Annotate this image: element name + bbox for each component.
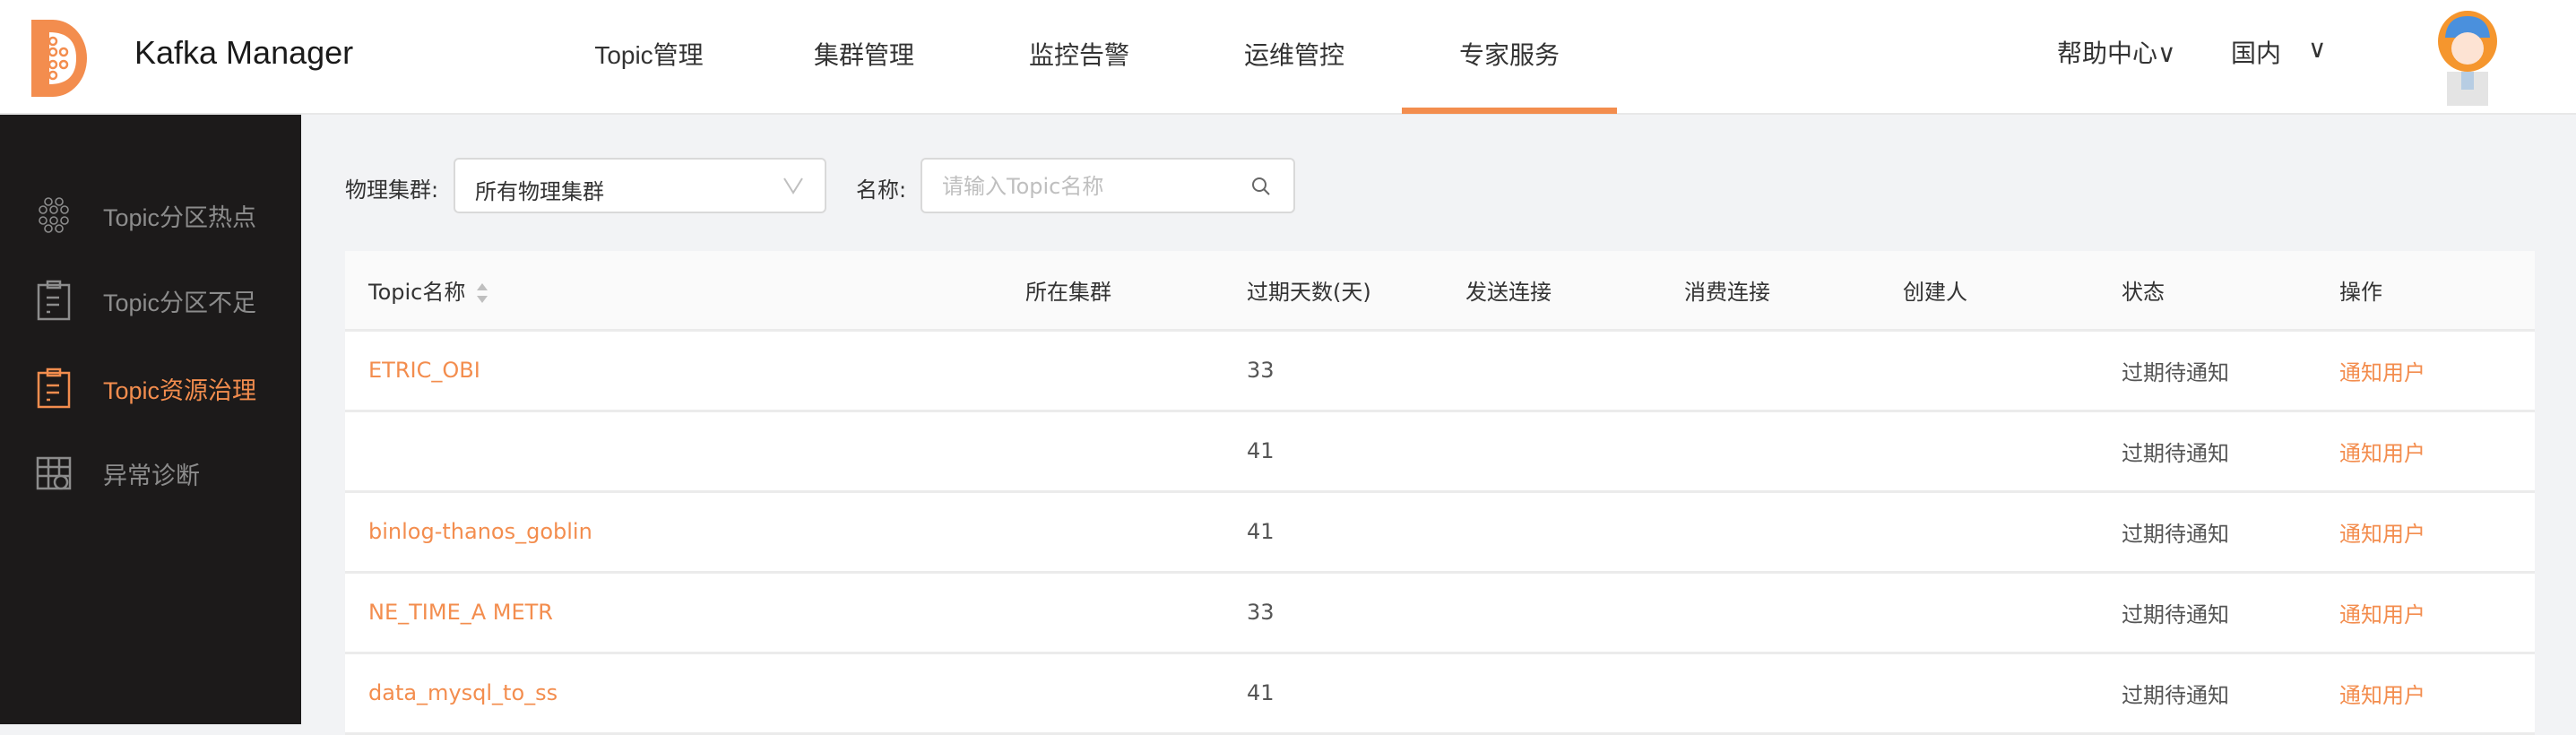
table-clock-icon [36, 456, 72, 490]
name-filter-label: 名称: [856, 177, 907, 203]
topic-name-link[interactable]: binlog-thanos_goblin [368, 519, 592, 544]
table-row: NE_TIME_A METR 33 过期待通知 通知用户 [345, 572, 2535, 654]
topic-name-link[interactable]: ETRIC_OBI [368, 358, 480, 383]
topic-name-link[interactable]: data_mysql_to_ss [368, 680, 558, 705]
col-send-connections: 发送连接 [1465, 251, 1684, 332]
nav-ops-control[interactable]: 运维管控 [1243, 41, 1345, 69]
nav-topic-management[interactable]: Topic管理 [594, 41, 704, 69]
expire-days-cell: 41 [1247, 438, 1275, 463]
search-icon[interactable] [1250, 176, 1272, 197]
clipboard-icon [37, 280, 71, 321]
expire-days-cell: 41 [1247, 680, 1275, 705]
kafka-manager-logo [31, 20, 87, 97]
sidebar-item-topic-partition-hotspot[interactable]: Topic分区热点 [0, 179, 301, 251]
nav-monitoring-alerts[interactable]: 监控告警 [1028, 41, 1130, 69]
nav-cluster-management[interactable]: 集群管理 [813, 41, 915, 69]
cluster-select-value: 所有物理集群 [475, 179, 604, 204]
topic-name-link[interactable]: NE_TIME_A METR [368, 600, 553, 625]
active-nav-indicator [1402, 108, 1617, 114]
col-creator: 创建人 [1903, 251, 2122, 332]
notify-user-link[interactable]: 通知用户 [2339, 440, 2425, 466]
table-row: binlog-thanos_goblin 41 过期待通知 通知用户 [345, 491, 2535, 574]
sort-icon[interactable] [476, 281, 488, 306]
top-header: Kafka Manager Topic管理 集群管理 监控告警 运维管控 专家服… [0, 0, 2576, 115]
expire-days-cell: 33 [1247, 358, 1275, 383]
table-row: 41 过期待通知 通知用户 [345, 411, 2535, 493]
table-row: data_mysql_to_ss 41 过期待通知 通知用户 [345, 653, 2535, 735]
sidebar-item-anomaly-diagnosis[interactable]: 异常诊断 [0, 437, 301, 509]
nav-expert-service[interactable]: 专家服务 [1458, 41, 1560, 69]
status-cell: 过期待通知 [2122, 359, 2229, 385]
col-expire-days: 过期天数(天) [1247, 251, 1465, 332]
notify-user-link[interactable]: 通知用户 [2339, 359, 2425, 385]
cluster-select[interactable]: 所有物理集群 [454, 158, 826, 213]
col-topic-name[interactable]: Topic名称 [345, 251, 1025, 332]
cluster-filter-label: 物理集群: [345, 177, 439, 203]
status-cell: 过期待通知 [2122, 601, 2229, 627]
col-consume-connections: 消费连接 [1684, 251, 1903, 332]
sidebar-item-topic-resource-governance[interactable]: Topic资源治理 [0, 352, 301, 424]
expire-days-cell: 33 [1247, 600, 1275, 625]
sidebar-item-label: Topic分区不足 [103, 289, 257, 316]
region-dropdown[interactable]: 国内 [2231, 39, 2282, 68]
sidebar-item-label: Topic分区热点 [103, 203, 257, 231]
chevron-down-icon [783, 177, 803, 195]
expire-days-cell: 41 [1247, 519, 1275, 544]
topic-table-card: Topic名称 所在集群 过期天数(天) 发送连接 消费连接 创建人 状态 操作… [345, 251, 2535, 735]
help-center-dropdown[interactable]: 帮助中心∨ [2057, 39, 2176, 68]
col-actions: 操作 [2339, 251, 2535, 332]
sidebar-item-label: Topic资源治理 [103, 376, 257, 404]
table-header-row: Topic名称 所在集群 过期天数(天) 发送连接 消费连接 创建人 状态 操作 [345, 251, 2535, 332]
status-cell: 过期待通知 [2122, 440, 2229, 466]
status-cell: 过期待通知 [2122, 682, 2229, 708]
topic-table: Topic名称 所在集群 过期天数(天) 发送连接 消费连接 创建人 状态 操作… [345, 251, 2535, 735]
table-row: ETRIC_OBI 33 过期待通知 通知用户 [345, 330, 2535, 412]
notify-user-link[interactable]: 通知用户 [2339, 521, 2425, 547]
status-cell: 过期待通知 [2122, 521, 2229, 547]
sidebar-item-label: 异常诊断 [103, 462, 200, 489]
app-title: Kafka Manager [134, 34, 354, 71]
sidebar: Topic分区热点 Topic分区不足 Topic资源治理 异常诊断 [0, 115, 301, 724]
clipboard-icon [37, 368, 71, 409]
chevron-down-icon[interactable]: ∨ [2308, 34, 2327, 64]
notify-user-link[interactable]: 通知用户 [2339, 601, 2425, 627]
notify-user-link[interactable]: 通知用户 [2339, 682, 2425, 708]
col-cluster: 所在集群 [1025, 251, 1247, 332]
topic-name-search[interactable] [921, 158, 1295, 213]
col-status: 状态 [2122, 251, 2339, 332]
topic-name-input[interactable] [942, 170, 1238, 203]
user-avatar[interactable] [2436, 11, 2499, 106]
sidebar-item-topic-partition-insufficient[interactable]: Topic分区不足 [0, 264, 301, 336]
honeycomb-icon [39, 197, 69, 233]
